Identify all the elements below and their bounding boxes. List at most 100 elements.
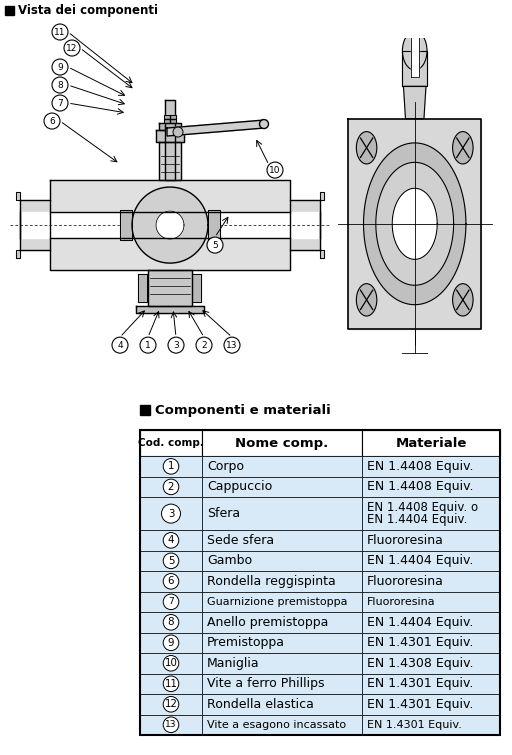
Circle shape	[112, 337, 128, 353]
Bar	[140, 550, 202, 571]
Polygon shape	[320, 192, 324, 200]
Circle shape	[196, 337, 212, 353]
Text: 2: 2	[201, 341, 207, 350]
Polygon shape	[156, 211, 184, 239]
Bar	[362, 653, 500, 673]
Circle shape	[224, 337, 240, 353]
Polygon shape	[50, 180, 290, 270]
Circle shape	[402, 31, 427, 70]
Bar	[140, 476, 202, 497]
Circle shape	[140, 337, 156, 353]
Circle shape	[260, 119, 268, 128]
Circle shape	[267, 162, 283, 178]
Text: 5: 5	[212, 241, 218, 250]
Polygon shape	[165, 100, 175, 180]
Text: 10: 10	[164, 658, 178, 668]
Text: Vite a ferro Phillips: Vite a ferro Phillips	[207, 677, 325, 690]
Text: Fluororesina: Fluororesina	[367, 575, 444, 588]
Text: Maniglia: Maniglia	[207, 657, 260, 670]
Polygon shape	[50, 212, 290, 238]
Text: EN 1.4408 Equiv.: EN 1.4408 Equiv.	[367, 460, 474, 473]
Circle shape	[52, 77, 68, 93]
Polygon shape	[132, 187, 208, 263]
Text: EN 1.4301 Equiv.: EN 1.4301 Equiv.	[367, 636, 474, 649]
Polygon shape	[392, 188, 437, 260]
Text: 9: 9	[57, 63, 63, 72]
Circle shape	[163, 717, 179, 732]
Bar	[202, 673, 362, 694]
Text: 7: 7	[168, 597, 174, 606]
Circle shape	[44, 113, 60, 129]
Bar	[202, 571, 362, 592]
Bar	[5, 6, 14, 15]
Polygon shape	[208, 210, 220, 240]
Circle shape	[52, 59, 68, 75]
Bar	[202, 476, 362, 497]
Polygon shape	[167, 120, 264, 136]
Text: Vista dei componenti: Vista dei componenti	[18, 4, 158, 17]
Text: 7: 7	[57, 99, 63, 107]
Polygon shape	[138, 274, 147, 302]
Text: 3: 3	[168, 509, 174, 519]
Text: Gambo: Gambo	[207, 554, 252, 567]
Text: 6: 6	[168, 576, 174, 587]
Circle shape	[163, 615, 179, 630]
Bar	[202, 550, 362, 571]
Circle shape	[453, 284, 473, 316]
Circle shape	[168, 337, 184, 353]
Bar	[140, 430, 202, 456]
Text: Guarnizione premistoppa: Guarnizione premistoppa	[207, 596, 348, 607]
Text: 11: 11	[164, 679, 178, 689]
Text: 6: 6	[49, 116, 55, 125]
Text: Materiale: Materiale	[395, 436, 466, 450]
Bar	[140, 571, 202, 592]
Bar	[362, 530, 500, 550]
Text: Vite a esagono incassato: Vite a esagono incassato	[207, 720, 346, 730]
Text: 13: 13	[226, 341, 238, 350]
Bar	[202, 612, 362, 633]
Bar	[362, 714, 500, 735]
Circle shape	[163, 458, 179, 474]
Text: 13: 13	[165, 720, 177, 729]
Polygon shape	[290, 200, 320, 250]
Text: 1: 1	[168, 461, 174, 471]
Bar	[202, 694, 362, 714]
Bar	[202, 430, 362, 456]
Text: 11: 11	[54, 27, 66, 36]
Text: Cappuccio: Cappuccio	[207, 480, 272, 493]
Text: EN 1.4404 Equiv.: EN 1.4404 Equiv.	[367, 554, 474, 567]
Polygon shape	[348, 119, 481, 329]
Text: Sede sfera: Sede sfera	[207, 534, 274, 547]
Bar	[362, 592, 500, 612]
Polygon shape	[136, 306, 204, 313]
Bar	[140, 612, 202, 633]
Polygon shape	[364, 143, 466, 305]
Bar	[362, 497, 500, 530]
Text: Fluororesina: Fluororesina	[367, 534, 444, 547]
Text: Fluororesina: Fluororesina	[367, 596, 436, 607]
Text: Corpo: Corpo	[207, 460, 244, 473]
Bar	[140, 673, 202, 694]
Bar	[362, 673, 500, 694]
Text: Anello premistoppa: Anello premistoppa	[207, 616, 328, 629]
Text: EN 1.4308 Equiv.: EN 1.4308 Equiv.	[367, 657, 474, 670]
Polygon shape	[159, 123, 181, 130]
Bar	[362, 612, 500, 633]
Bar	[140, 633, 202, 653]
Polygon shape	[392, 188, 437, 260]
Bar	[140, 456, 202, 476]
Polygon shape	[376, 162, 454, 285]
Bar	[362, 456, 500, 476]
Polygon shape	[159, 142, 181, 180]
Polygon shape	[16, 250, 20, 258]
Polygon shape	[20, 200, 50, 250]
Polygon shape	[403, 86, 426, 119]
Polygon shape	[16, 192, 20, 200]
Text: Cod. comp.: Cod. comp.	[138, 438, 204, 448]
Text: Rondella elastica: Rondella elastica	[207, 698, 314, 710]
Bar	[362, 633, 500, 653]
Text: EN 1.4408 Equiv. o: EN 1.4408 Equiv. o	[367, 501, 478, 514]
Polygon shape	[402, 51, 427, 86]
Circle shape	[161, 504, 181, 523]
Text: EN 1.4301 Equiv.: EN 1.4301 Equiv.	[367, 677, 474, 690]
